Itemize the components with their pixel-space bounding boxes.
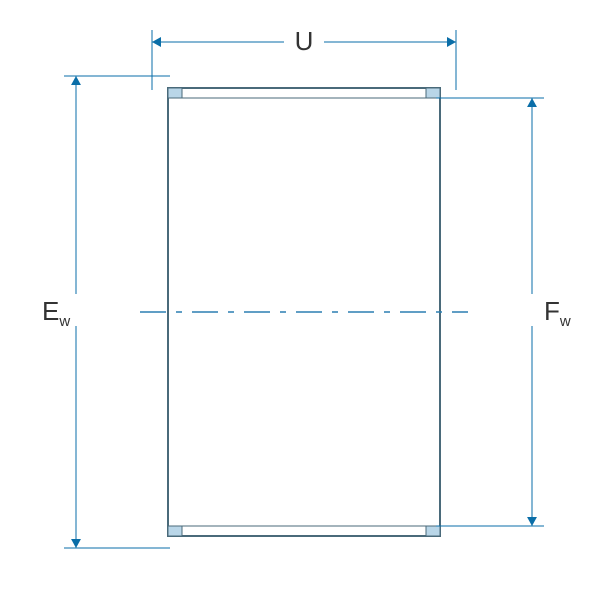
label-u: U xyxy=(295,26,314,56)
label-ew: Ew xyxy=(42,296,70,330)
dimension-u: U xyxy=(152,26,456,90)
corner-block xyxy=(426,88,440,98)
corner-block xyxy=(426,526,440,536)
corner-block xyxy=(168,526,182,536)
label-fw: Fw xyxy=(544,296,571,330)
corner-block xyxy=(168,88,182,98)
